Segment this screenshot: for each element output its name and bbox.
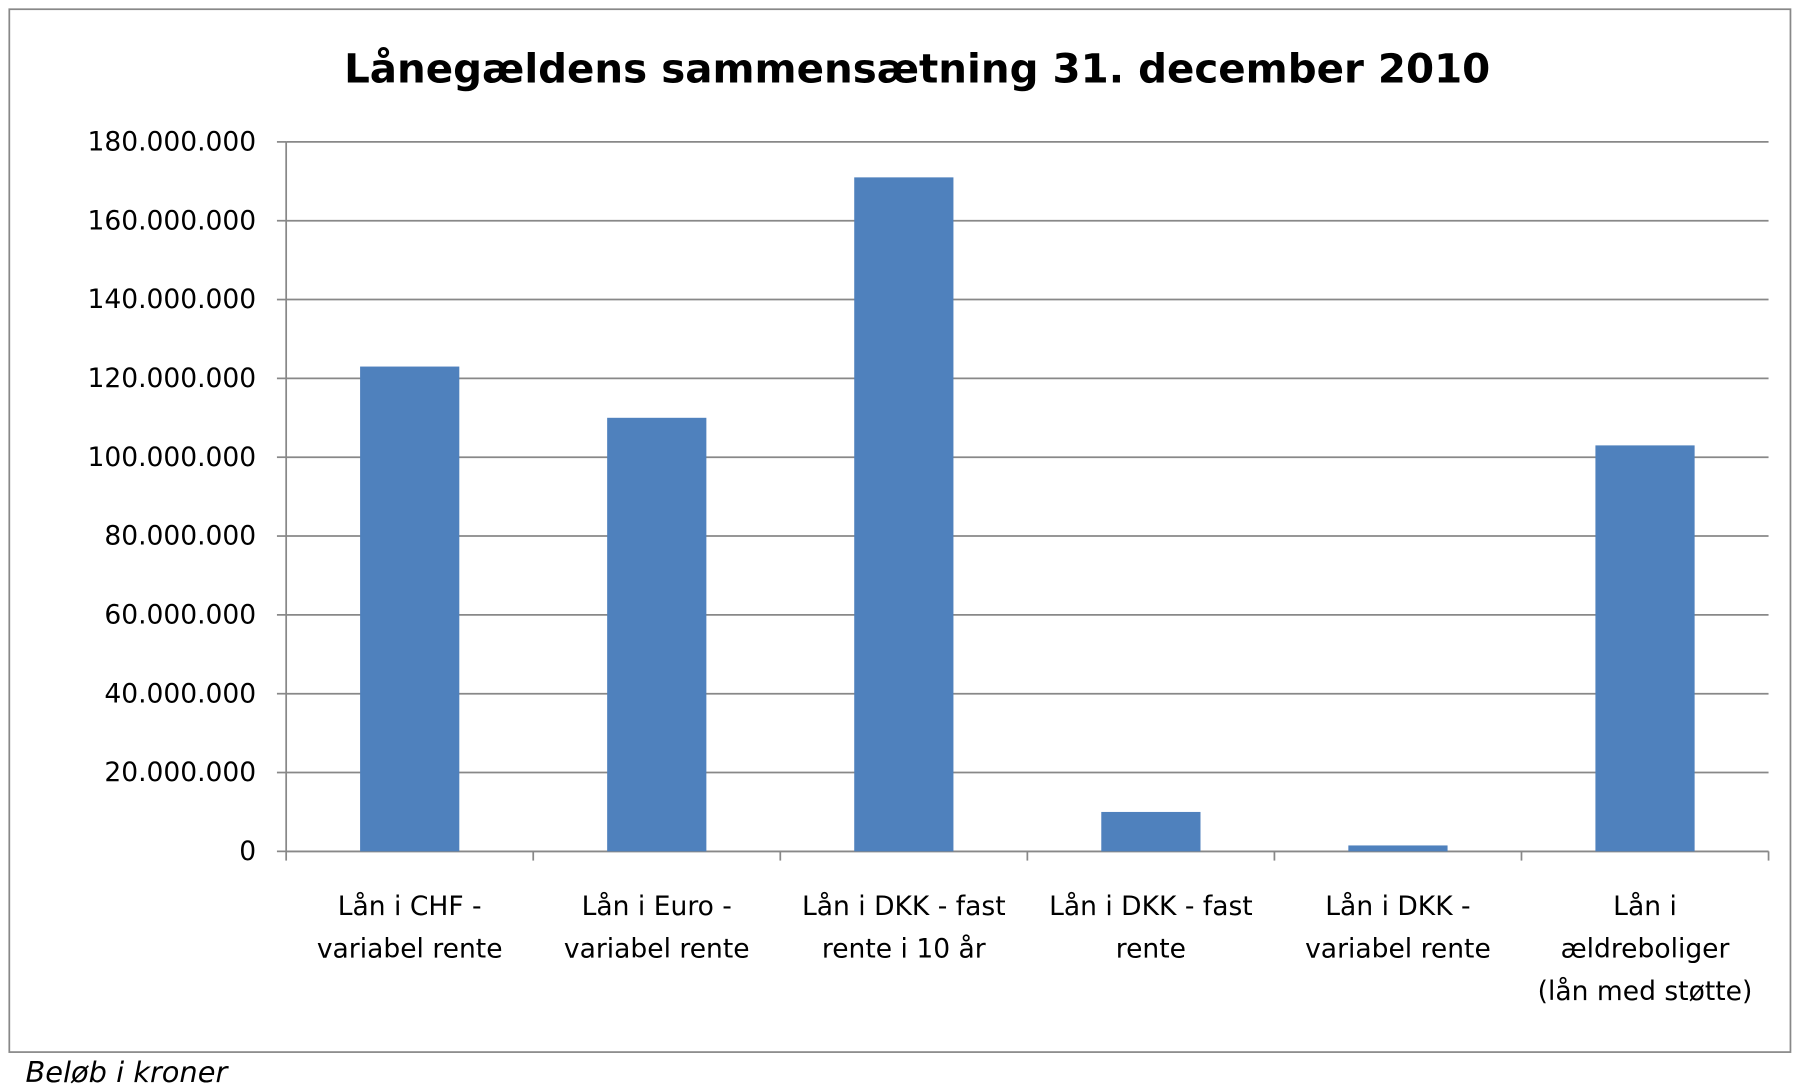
- x-tick-label-box: Lån i DKK - variabel rente: [1305, 891, 1491, 965]
- bar: [1595, 445, 1695, 852]
- x-tick-label-box: Lån i DKK - fast rente: [1049, 891, 1253, 965]
- y-tick-label: 20.000.000: [104, 757, 256, 788]
- bar: [607, 417, 707, 852]
- x-tick-label: Lån i CHF - variabel rente: [316, 891, 503, 965]
- x-tick-label: Lån i DKK - fast rente i 10 år: [802, 891, 1006, 965]
- y-tick-label: 100.000.000: [87, 442, 256, 473]
- y-tick-label: 160.000.000: [87, 205, 256, 236]
- bar: [854, 177, 954, 852]
- x-tick-label: Lån i DKK - variabel rente: [1305, 891, 1491, 965]
- y-tick-label: 120.000.000: [87, 363, 256, 394]
- bar: [1101, 811, 1201, 852]
- x-tick-label-box: Lån i Euro - variabel rente: [563, 891, 750, 965]
- bar: [360, 366, 460, 852]
- x-tick-label: Lån i DKK - fast rente: [1049, 891, 1253, 965]
- footnote: Beløb i kroner: [25, 1055, 229, 1089]
- y-tick-label: 140.000.000: [87, 284, 256, 315]
- x-tick-label: Lån i ældreboliger (lån med støtte): [1537, 891, 1753, 1008]
- x-tick-label: Lån i Euro - variabel rente: [563, 891, 750, 965]
- y-tick-label: 0: [239, 836, 256, 867]
- y-tick-label: 180.000.000: [87, 127, 256, 158]
- x-tick-label-box: Lån i CHF - variabel rente: [316, 891, 503, 965]
- y-tick-label: 80.000.000: [104, 521, 256, 552]
- bar: [1348, 845, 1448, 852]
- y-tick-label: 40.000.000: [104, 678, 256, 709]
- x-tick-label-box: Lån i DKK - fast rente i 10 år: [802, 891, 1006, 965]
- chart-title: Lånegældens sammensætning 31. december 2…: [344, 46, 1490, 93]
- x-tick-label-box: Lån i ældreboliger (lån med støtte): [1537, 891, 1753, 1008]
- y-tick-label: 60.000.000: [104, 600, 256, 631]
